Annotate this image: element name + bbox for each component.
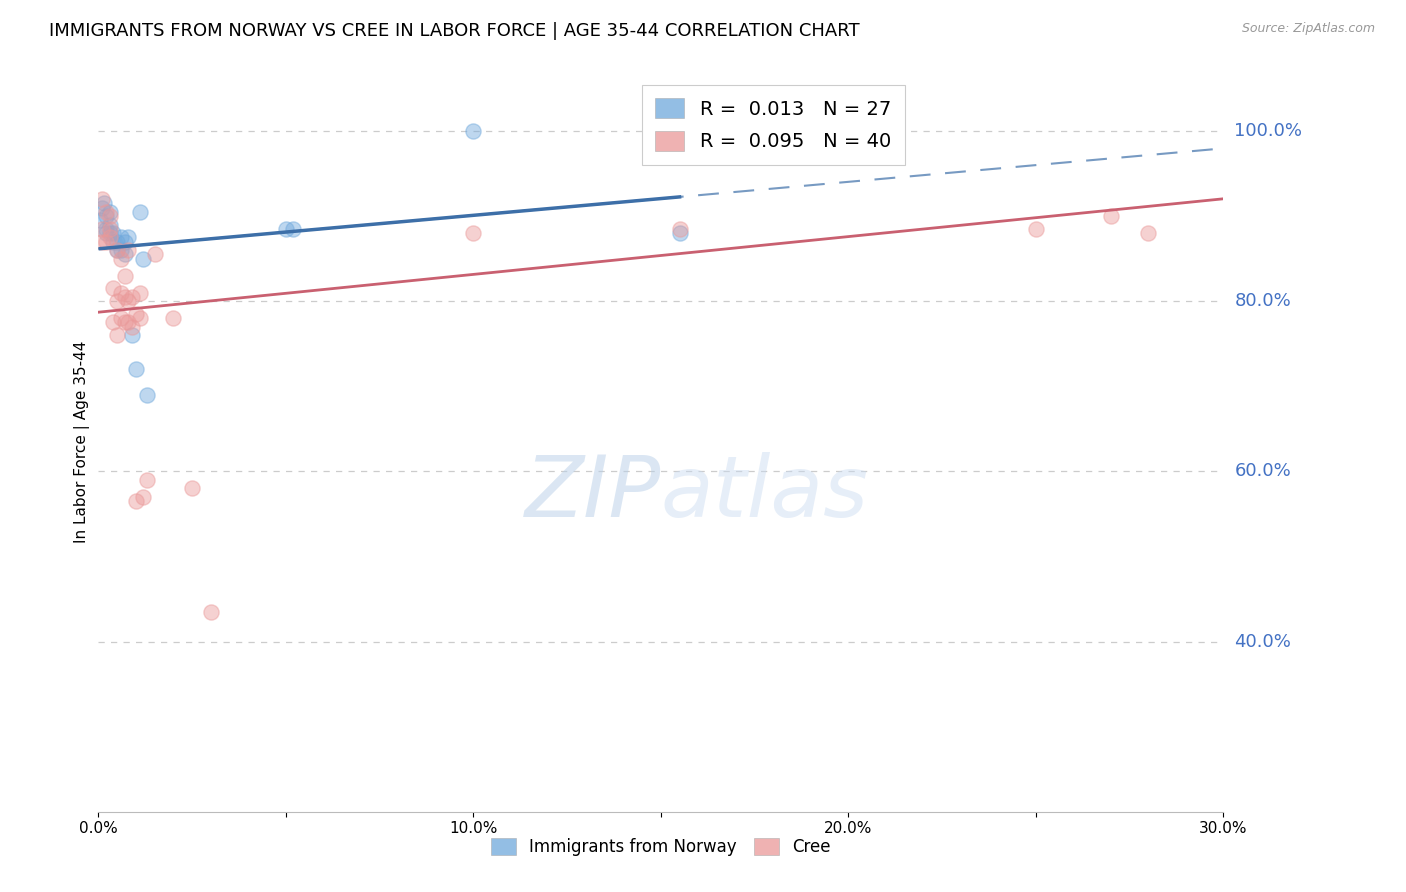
Point (103, 235, 125, 249)
Point (110, 285, 132, 300)
Text: 80.0%: 80.0% (1234, 292, 1291, 310)
Point (114, 247, 136, 261)
Point (132, 490, 155, 504)
Point (117, 294, 139, 309)
Point (103, 281, 125, 295)
Point (128, 285, 150, 300)
Point (89, 213, 111, 227)
Point (125, 494, 148, 508)
Point (93, 196, 115, 211)
Point (91, 221, 114, 235)
Point (114, 235, 136, 249)
Point (125, 307, 148, 321)
Point (105, 243, 128, 257)
Point (91, 192, 114, 206)
Point (136, 388, 159, 402)
Point (274, 221, 297, 235)
Point (98, 226, 121, 240)
Point (110, 252, 132, 266)
Point (110, 243, 132, 257)
Point (98, 218, 121, 232)
Point (143, 247, 166, 261)
Point (105, 294, 128, 309)
Point (114, 315, 136, 329)
Text: ZIP: ZIP (524, 452, 661, 535)
Point (117, 230, 139, 244)
Point (105, 235, 128, 249)
Point (125, 362, 148, 376)
Point (94, 226, 117, 240)
Y-axis label: In Labor Force | Age 35-44: In Labor Force | Age 35-44 (75, 341, 90, 542)
Point (94, 204, 117, 219)
Point (98, 221, 121, 235)
Legend: Immigrants from Norway, Cree: Immigrants from Norway, Cree (485, 831, 837, 863)
Point (98, 209, 121, 223)
Point (1025, 221, 1047, 235)
Text: 40.0%: 40.0% (1234, 632, 1291, 650)
Point (121, 290, 143, 304)
Point (98, 204, 121, 219)
Point (94, 221, 117, 235)
Point (136, 473, 159, 487)
Point (94, 235, 117, 249)
Point (105, 243, 128, 257)
Point (91, 235, 114, 249)
Point (1099, 209, 1122, 223)
Point (283, 221, 305, 235)
Point (668, 226, 690, 240)
Point (1137, 226, 1160, 240)
Point (117, 315, 139, 329)
Point (128, 204, 150, 219)
Point (110, 230, 132, 244)
Point (837, 124, 859, 138)
Point (121, 319, 143, 334)
Point (98, 230, 121, 244)
Point (128, 311, 150, 326)
Text: Source: ZipAtlas.com: Source: ZipAtlas.com (1241, 22, 1375, 36)
Text: 100.0%: 100.0% (1234, 122, 1302, 140)
Point (114, 290, 136, 304)
Point (114, 268, 136, 283)
Point (117, 243, 139, 257)
Point (94, 209, 117, 223)
Text: IMMIGRANTS FROM NORWAY VS CREE IN LABOR FORCE | AGE 35-44 CORRELATION CHART: IMMIGRANTS FROM NORWAY VS CREE IN LABOR … (49, 22, 860, 40)
Point (463, 226, 485, 240)
Text: atlas: atlas (661, 452, 869, 535)
Point (162, 311, 184, 326)
Text: 60.0%: 60.0% (1234, 462, 1291, 480)
Point (103, 226, 125, 240)
Point (668, 221, 690, 235)
Point (200, 605, 222, 619)
Point (105, 328, 128, 343)
Point (121, 328, 143, 343)
Point (110, 311, 132, 326)
Point (181, 481, 204, 495)
Point (91, 201, 114, 215)
Point (463, 124, 485, 138)
Point (103, 315, 125, 329)
Point (132, 252, 155, 266)
